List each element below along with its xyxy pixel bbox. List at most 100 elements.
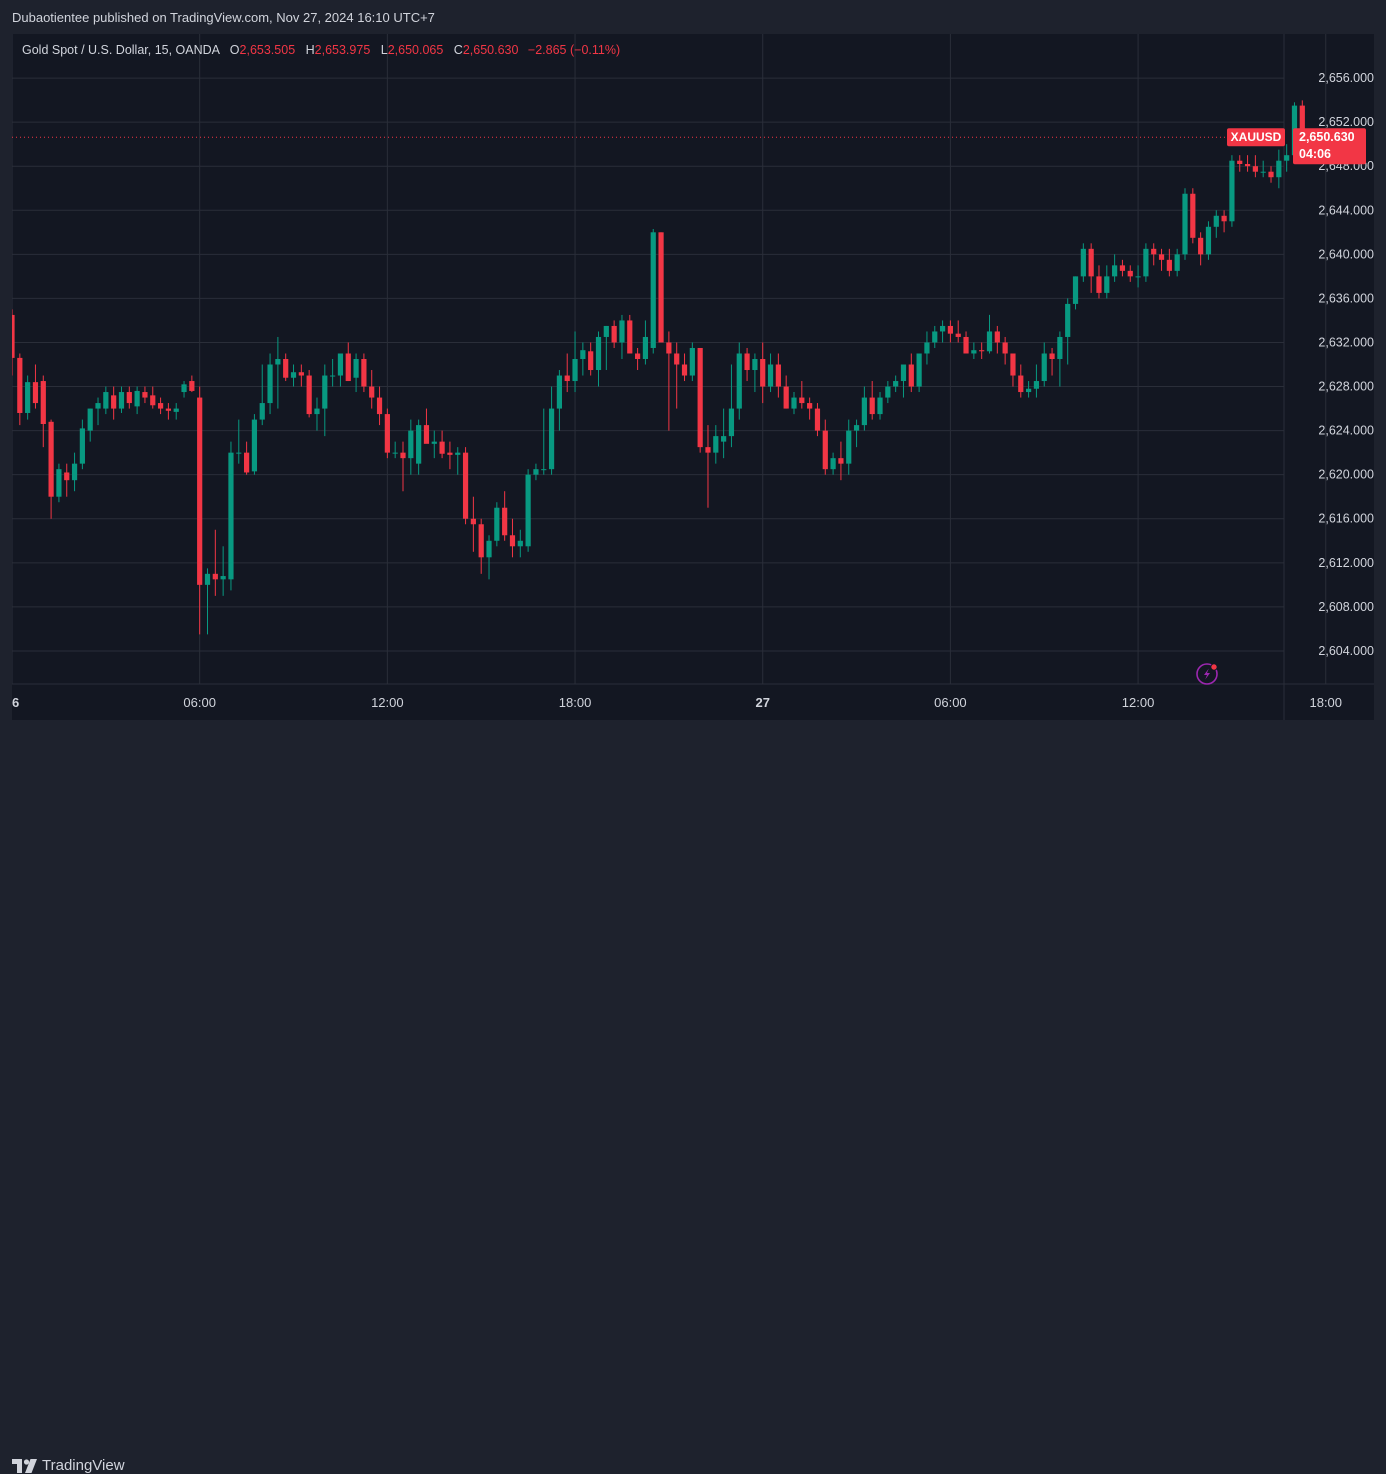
tradingview-logo[interactable]: TradingView: [12, 1457, 125, 1474]
candle-body: [822, 430, 828, 470]
low-label: L: [380, 43, 388, 57]
candle: [1112, 254, 1118, 282]
candle: [87, 408, 93, 442]
candle: [416, 419, 422, 475]
candle: [12, 309, 15, 376]
candle-body: [627, 320, 633, 354]
candle-body: [674, 353, 680, 365]
instrument-name[interactable]: Gold Spot / U.S. Dollar, 15, OANDA: [22, 43, 220, 57]
candle-body: [79, 428, 85, 464]
candle-body: [939, 325, 946, 332]
candle: [893, 375, 899, 393]
y-tick-label: 2,616.000: [1318, 512, 1374, 526]
candle-body: [1049, 353, 1055, 359]
candle-body: [1143, 248, 1149, 277]
candle-body: [642, 336, 649, 359]
candle: [611, 320, 617, 348]
candle: [204, 568, 211, 635]
candle: [822, 419, 828, 475]
candle-body: [400, 452, 406, 459]
bar-countdown-text: 04:06: [1299, 147, 1331, 161]
candle-body: [25, 382, 31, 413]
candle-body: [1080, 248, 1086, 277]
candle-body: [189, 381, 195, 391]
candle-body: [173, 408, 179, 412]
candle-body: [799, 397, 805, 404]
last-price-text: 2,650.630: [1299, 130, 1355, 144]
candle-body: [197, 397, 203, 585]
candle: [744, 347, 750, 382]
candle-body: [353, 359, 359, 378]
candle: [478, 518, 484, 574]
candle: [455, 447, 461, 475]
x-tick-label: 18:00: [1309, 695, 1342, 710]
candlestick-chart[interactable]: 2,604.000 2,608.000 2,612.000 2,616.000 2,62…: [12, 34, 1374, 720]
candle-body: [1151, 248, 1157, 255]
candle: [1151, 243, 1157, 266]
candle-body: [1213, 215, 1219, 227]
candle-body: [1158, 254, 1165, 260]
candle: [846, 419, 852, 475]
y-tick-label: 2,640.000: [1318, 247, 1374, 261]
candle: [1041, 342, 1047, 387]
candle: [814, 403, 821, 437]
candle: [1096, 265, 1102, 299]
candle-body: [502, 507, 508, 536]
candle-body: [705, 447, 711, 453]
candle-body: [509, 535, 516, 547]
candle-body: [783, 386, 789, 409]
candle: [1244, 155, 1251, 172]
candle-body: [1072, 276, 1079, 304]
y-tick-label: 2,612.000: [1318, 556, 1374, 570]
candle-body: [658, 232, 664, 343]
candle-body: [525, 474, 531, 547]
candle: [1174, 248, 1180, 277]
chart-pane[interactable]: 2,604.000 2,608.000 2,612.000 2,616.000 2,62…: [12, 34, 1374, 720]
candle: [267, 353, 273, 415]
candle: [932, 325, 938, 348]
candle-body: [306, 375, 312, 415]
candle-body: [423, 425, 430, 444]
candle: [799, 381, 805, 409]
candle-body: [853, 425, 860, 431]
candle-body: [165, 408, 171, 411]
candle-body: [71, 463, 78, 481]
candle-body: [439, 441, 445, 454]
candle-body: [1198, 237, 1204, 255]
candle: [64, 463, 70, 497]
candle: [721, 408, 727, 459]
candle: [705, 425, 711, 508]
lightning-icon[interactable]: [1196, 663, 1218, 685]
candle: [1049, 347, 1055, 376]
candle-body: [126, 392, 132, 404]
candle: [1033, 364, 1040, 398]
candle-body: [17, 357, 23, 413]
candle-body: [807, 403, 813, 409]
candle-body: [517, 540, 523, 547]
candle: [955, 320, 961, 343]
candle-body: [548, 408, 555, 470]
candle-body: [1026, 388, 1032, 393]
candle: [259, 364, 265, 426]
candle: [681, 353, 688, 382]
candle: [1065, 298, 1071, 365]
candle: [79, 419, 85, 470]
candle: [830, 452, 836, 475]
candle: [40, 375, 46, 448]
candle-body: [142, 392, 148, 398]
open-label: O: [229, 43, 240, 57]
candle: [760, 342, 766, 404]
candle: [1104, 265, 1110, 299]
candle-body: [767, 364, 774, 387]
candle: [423, 408, 430, 444]
candle-body: [134, 390, 140, 407]
candle: [290, 364, 297, 387]
candle-body: [204, 573, 211, 585]
candle: [1284, 144, 1290, 172]
candle: [502, 491, 508, 541]
tradingview-logo-text: TradingView: [42, 1457, 125, 1474]
candle: [384, 408, 390, 459]
candle-body: [775, 364, 781, 387]
candle-body: [1112, 265, 1118, 277]
candle-body: [1018, 375, 1024, 393]
